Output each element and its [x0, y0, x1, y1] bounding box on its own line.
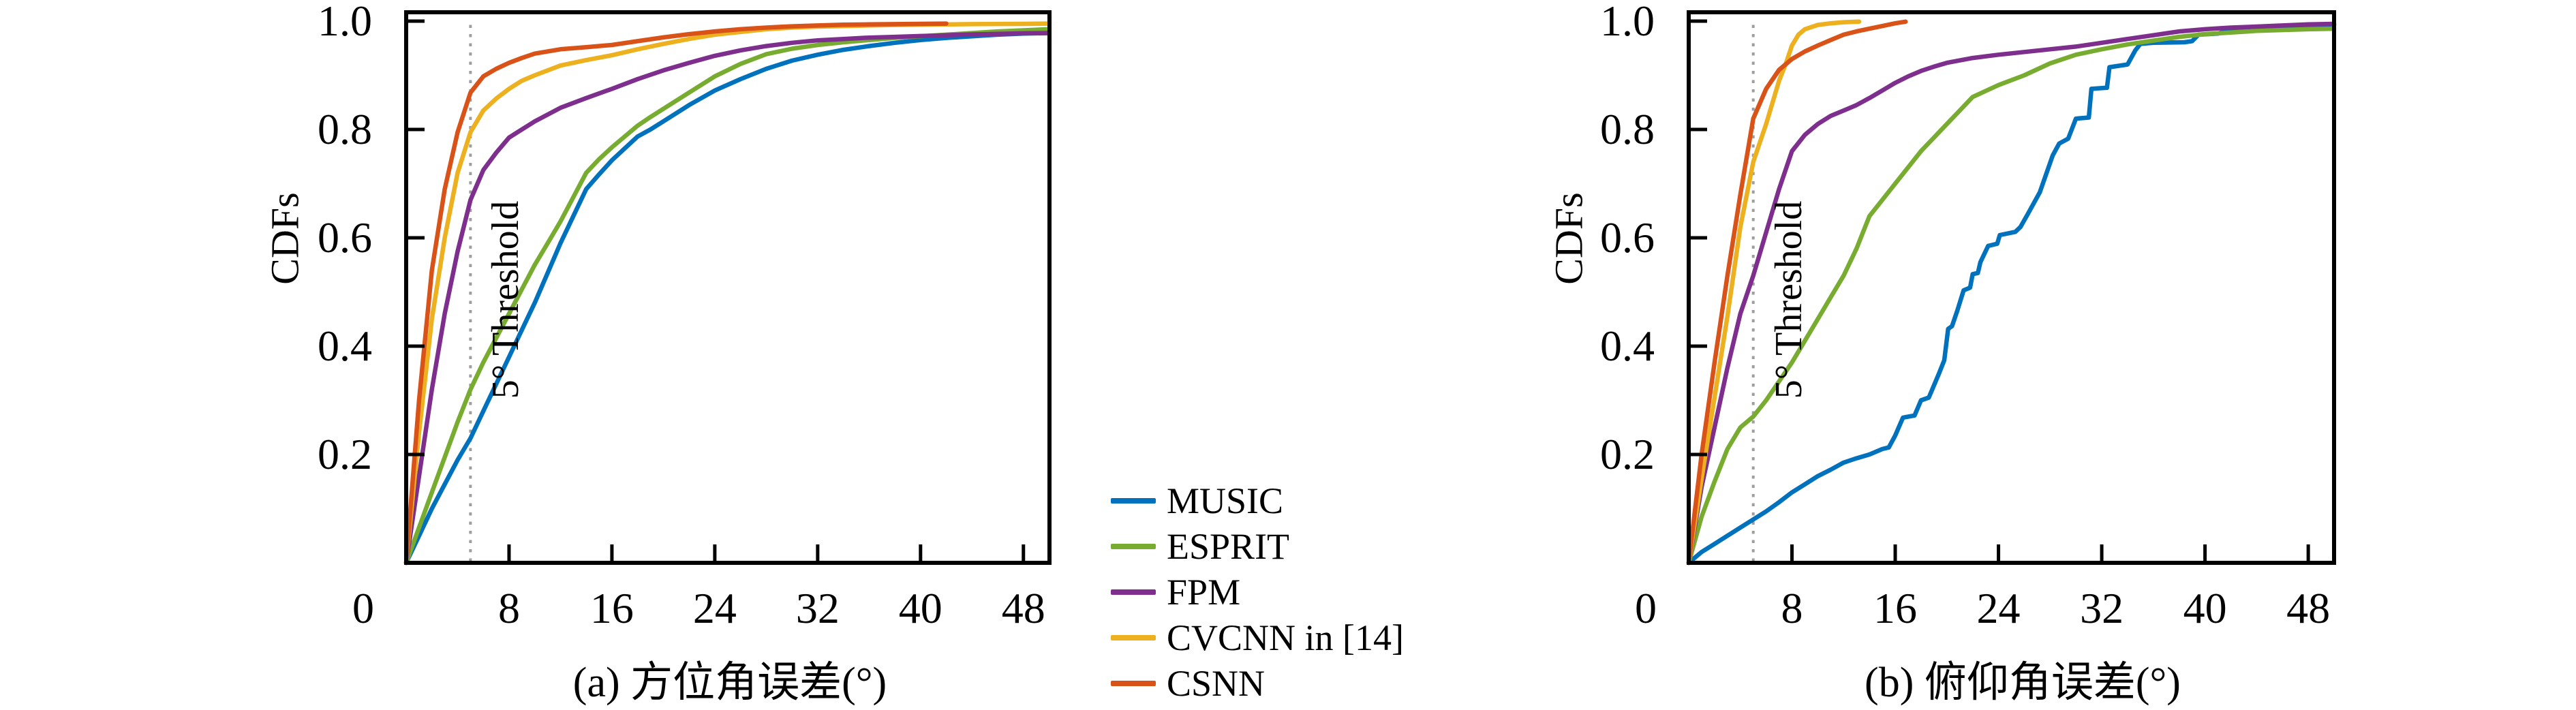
curve-csnn [1686, 19, 1908, 566]
chart-title-a: (a) 方位角误差(°) [572, 660, 887, 706]
x-tick-label: 16 [1873, 584, 1918, 632]
legend-item: FPM [1111, 569, 1404, 615]
x-tick-label: 32 [795, 584, 840, 632]
legend-label: ESPRIT [1167, 525, 1290, 567]
y-tick-label: 1.0 [318, 0, 372, 45]
plot-frame [1687, 10, 2336, 565]
legend-line-swatch [1111, 497, 1156, 504]
legend-label: CVCNN in [14] [1167, 617, 1404, 658]
x-tick-label: 8 [497, 584, 520, 632]
y-axis-title-a: CDFs [262, 192, 307, 285]
legend-item: ESPRIT [1111, 523, 1404, 569]
x-tick-label: 32 [2080, 584, 2124, 632]
y-tick-label: 0.4 [318, 322, 372, 370]
legend-line-swatch [1111, 543, 1156, 549]
legend-line-swatch [1111, 589, 1156, 595]
curve-esprit [1686, 26, 2337, 566]
legend-item: CSNN [1111, 660, 1404, 706]
curve-fpm [403, 31, 1052, 566]
x-tick-label: 40 [2183, 584, 2227, 632]
origin-label-b: 0 [1635, 584, 1657, 632]
origin-label-a: 0 [352, 584, 374, 632]
legend-line-swatch [1111, 680, 1156, 686]
y-tick-label: 0.6 [318, 213, 372, 262]
chart-title-b: (b) 俯仰角误差(°) [1865, 660, 2181, 706]
legend-label: MUSIC [1167, 480, 1284, 521]
legend-item: CVCNN in [14] [1111, 615, 1404, 660]
y-tick-label: 0.4 [1600, 322, 1655, 370]
x-tick-label: 16 [589, 584, 634, 632]
threshold-label-a: 5° Threshold [485, 200, 527, 399]
y-tick-label: 0.8 [318, 105, 372, 153]
curve-cvcnn-in-14- [1686, 19, 1862, 566]
x-tick-label: 48 [2286, 584, 2331, 632]
plot-frame [404, 10, 1052, 565]
y-axis-title-b: CDFs [1546, 192, 1591, 285]
x-tick-label: 40 [898, 584, 942, 632]
x-tick-label: 24 [1976, 584, 2021, 632]
x-tick-label: 8 [1781, 584, 1803, 632]
legend: MUSIC ESPRIT FPM CVCNN in [14] CSNN [1111, 478, 1404, 706]
legend-label: FPM [1167, 571, 1241, 613]
chart-a-graphics [403, 10, 1052, 566]
legend-item: MUSIC [1111, 478, 1404, 523]
x-tick-label: 24 [692, 584, 737, 632]
y-tick-label: 0.6 [1600, 213, 1655, 262]
threshold-label-b: 5° Threshold [1768, 200, 1810, 399]
curve-fpm [1686, 21, 2337, 566]
legend-line-swatch [1111, 634, 1156, 640]
curve-csnn [403, 21, 949, 566]
y-tick-label: 1.0 [1600, 0, 1655, 45]
legend-label: CSNN [1167, 662, 1266, 704]
x-tick-label: 48 [1001, 584, 1045, 632]
y-tick-label: 0.2 [318, 430, 372, 478]
y-tick-label: 0.2 [1600, 430, 1655, 478]
chart-b-graphics [1686, 10, 2337, 566]
y-tick-label: 0.8 [1600, 105, 1655, 153]
curve-music [403, 31, 1052, 566]
